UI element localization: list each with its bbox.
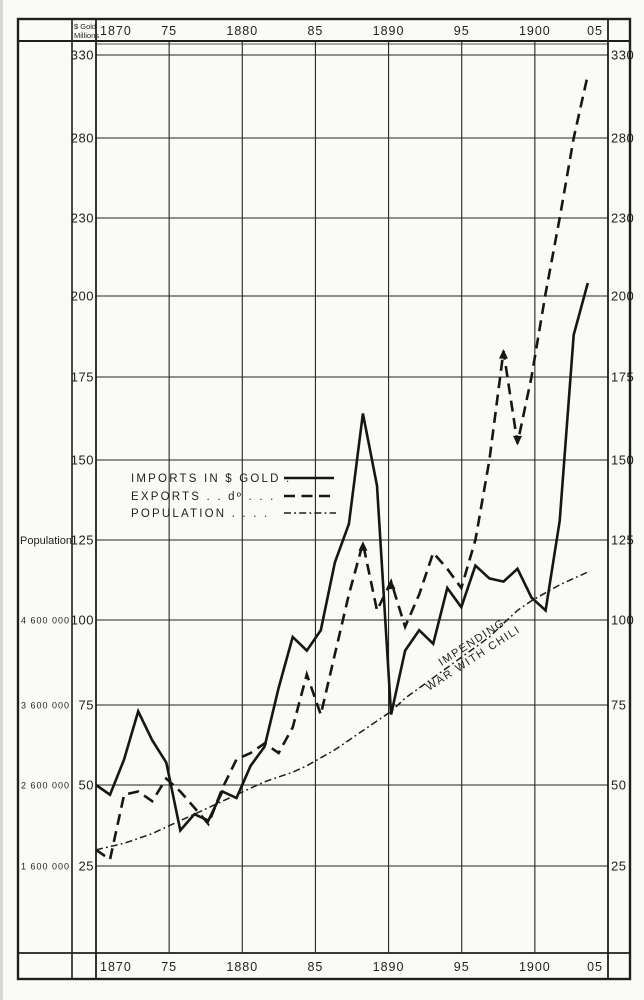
dollar-tick-right: 25 xyxy=(611,859,626,874)
year-label-bottom: 75 xyxy=(161,960,177,974)
dollar-tick-right: 175 xyxy=(611,370,634,385)
exports-arrowhead-up xyxy=(358,541,368,551)
unit-label-line2: Millions xyxy=(74,31,99,40)
gridlines xyxy=(96,41,608,953)
year-label-bottom: 95 xyxy=(454,960,470,974)
dollar-tick-right: 150 xyxy=(611,453,634,468)
dollar-tick-right: 200 xyxy=(611,289,634,304)
year-label-top: 1890 xyxy=(373,24,405,38)
dollar-tick-left: 75 xyxy=(79,698,94,713)
dollar-tick-right: 50 xyxy=(611,778,626,793)
legend-label-imports: IMPORTS IN $ GOLD . xyxy=(131,473,291,485)
year-label-bottom: 1890 xyxy=(373,960,405,974)
dollar-tick-left: 330 xyxy=(71,48,94,63)
unit-label: $ Gold Millions xyxy=(74,22,99,40)
scan-edge-shade xyxy=(0,0,3,1000)
legend-label-population: POPULATION . . . . xyxy=(131,508,269,520)
legend: IMPORTS IN $ GOLD . EXPORTS . . dº . . .… xyxy=(131,473,336,520)
dollar-tick-left: 25 xyxy=(79,859,94,874)
chart-frame xyxy=(16,17,632,981)
year-label-top: 1870 xyxy=(100,24,132,38)
year-label-top: 95 xyxy=(454,24,470,38)
dollar-tick-left: 175 xyxy=(71,370,94,385)
dollar-tick-left: 125 xyxy=(71,533,94,548)
axis-labels: 330 330 280 280 230 230 200 200 175 175 150 150 125 1… xyxy=(21,24,634,974)
year-label-top: 1880 xyxy=(226,24,258,38)
year-label-top: 85 xyxy=(307,24,323,38)
exports-arrowhead-up xyxy=(498,349,508,359)
dollar-tick-left: 50 xyxy=(79,778,94,793)
year-label-top: 75 xyxy=(161,24,177,38)
dollar-tick-left: 200 xyxy=(71,289,94,304)
dollar-tick-right: 230 xyxy=(611,211,634,226)
dollar-tick-left: 100 xyxy=(71,613,94,628)
population-axis-title: Population xyxy=(20,535,72,547)
year-label-bottom: 1870 xyxy=(100,960,132,974)
dollar-tick-left: 150 xyxy=(71,453,94,468)
dollar-tick-right: 330 xyxy=(611,48,634,63)
population-scale-label: 3 600 000 xyxy=(21,701,70,711)
year-label-top: 1900 xyxy=(519,24,551,38)
series-line-population xyxy=(95,571,589,851)
series-line-exports xyxy=(95,74,590,862)
dollar-tick-right: 280 xyxy=(611,131,634,146)
dollar-tick-right: 75 xyxy=(611,698,626,713)
population-scale-label: 1 600 000 xyxy=(21,862,70,872)
legend-label-exports: EXPORTS . . dº . . . xyxy=(131,491,276,503)
exports-arrowhead-down xyxy=(513,435,522,446)
year-label-bottom: 1880 xyxy=(226,960,258,974)
exports-arrowhead-up xyxy=(386,579,396,590)
year-label-bottom: 05 xyxy=(587,960,603,974)
population-scale-label: 4 600 000 xyxy=(21,616,70,626)
dollar-tick-left: 280 xyxy=(71,131,94,146)
year-label-bottom: 1900 xyxy=(519,960,551,974)
annotation-impending-war: IMPENDING WAR WITH CHILI xyxy=(424,617,523,694)
year-label-bottom: 85 xyxy=(307,960,323,974)
unit-label-line1: $ Gold xyxy=(74,22,96,31)
population-scale-label: 2 600 000 xyxy=(21,781,70,791)
dollar-tick-right: 125 xyxy=(611,533,634,548)
dollar-tick-left: 230 xyxy=(71,211,94,226)
dollar-tick-right: 100 xyxy=(611,613,634,628)
series-line-imports-in-gold xyxy=(95,282,590,834)
year-label-top: 05 xyxy=(587,24,603,38)
data-series xyxy=(95,74,590,862)
